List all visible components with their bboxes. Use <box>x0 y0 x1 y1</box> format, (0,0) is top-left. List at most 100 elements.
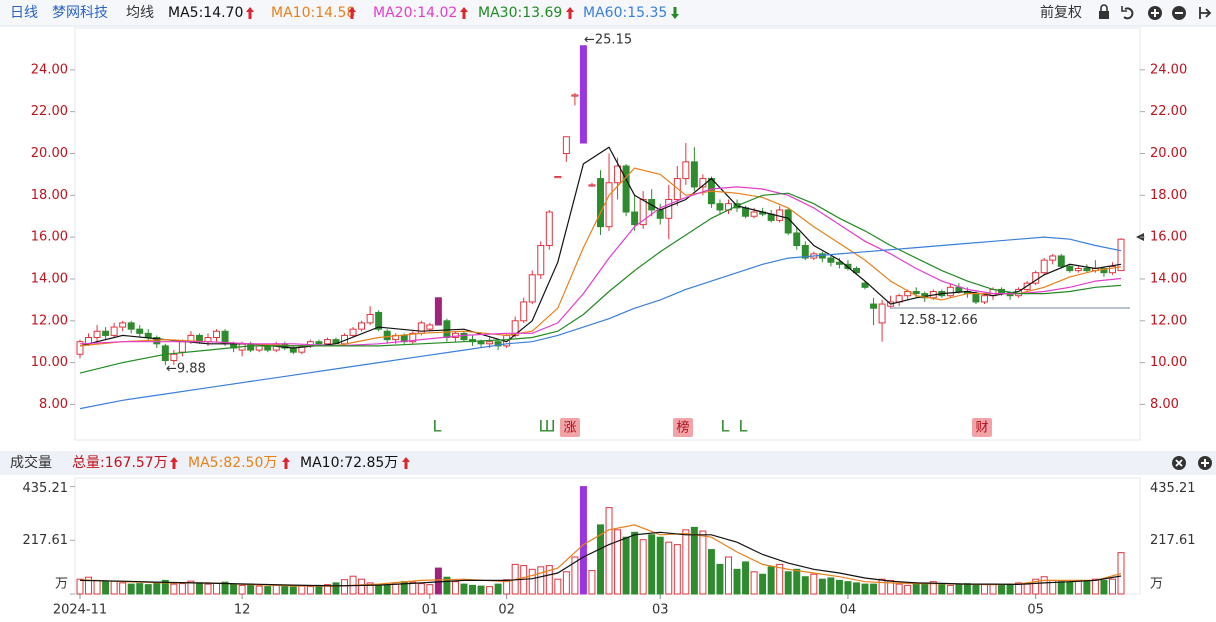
volume-bar <box>895 583 903 595</box>
ma-line <box>79 531 1122 587</box>
x-tick-label: 12 <box>234 603 251 618</box>
volume-bar <box>844 581 852 595</box>
ma10-value: MA10:14.58 <box>271 5 355 21</box>
x-tick-label: 04 <box>840 603 857 618</box>
down-arrow <box>671 7 679 19</box>
ma-line <box>79 186 1122 347</box>
x-tick-label: 05 <box>1027 603 1044 618</box>
volume-bar <box>810 573 818 595</box>
stock-name: 梦网科技 <box>52 5 108 21</box>
volume-bar <box>443 576 451 595</box>
candle-body <box>383 330 391 341</box>
volume-bar <box>597 524 604 595</box>
volume-bar <box>1108 578 1116 595</box>
marker[interactable]: Ш <box>538 417 555 436</box>
low-annotation: ←9.88 <box>166 362 206 377</box>
adjust-mode[interactable]: 前复权 <box>1040 4 1082 21</box>
candle-body <box>537 245 545 276</box>
volume-bar <box>255 585 263 595</box>
candle-body <box>247 343 255 351</box>
support-band <box>890 306 1130 309</box>
marker[interactable]: L <box>721 417 730 436</box>
event-markers[interactable]: L Ш 涨 榜 L L 财 <box>433 417 992 438</box>
volume-bar <box>195 582 203 595</box>
candle-body <box>434 297 442 326</box>
volume-bar <box>469 584 476 595</box>
candle-body <box>605 182 613 228</box>
volume-bar <box>247 583 255 595</box>
volume-bar <box>912 582 920 595</box>
y-tick-label-right: 16.00 <box>1150 230 1187 245</box>
candle-body <box>494 341 502 347</box>
volume-bar <box>383 584 391 595</box>
volume-bar <box>998 584 1006 595</box>
candle-body <box>742 207 750 217</box>
volume-title: 成交量 <box>10 454 52 471</box>
toolbar-icons[interactable] <box>1099 4 1212 20</box>
candle-body <box>562 136 570 154</box>
volume-bar <box>1015 582 1023 595</box>
y-tick-label: 18.00 <box>31 188 68 203</box>
volume-ma10: MA10:72.85万 <box>300 455 398 471</box>
volume-bar <box>605 507 613 595</box>
volume-bar <box>392 583 400 595</box>
y-tick-label: 14.00 <box>31 271 68 286</box>
volume-bar <box>682 529 690 595</box>
candle-body <box>870 303 878 309</box>
candle-body <box>178 341 186 353</box>
candle-body <box>622 165 630 213</box>
x-tick-label: 01 <box>422 603 439 618</box>
volume-bar <box>1032 578 1040 595</box>
ma-label[interactable]: 均线 <box>126 5 154 21</box>
volume-bar <box>264 586 272 595</box>
volume-bar <box>451 581 459 595</box>
volume-bar <box>545 565 553 595</box>
volume-bar <box>144 584 152 595</box>
ma-line <box>79 236 1122 410</box>
candle-body <box>460 332 468 341</box>
volume-bar <box>375 584 383 595</box>
candle-body <box>375 311 383 330</box>
candle-body <box>631 211 639 226</box>
candle-body <box>93 330 101 339</box>
candle-body <box>571 94 579 97</box>
volume-bar <box>725 556 732 595</box>
high-annotation: ←25.15 <box>584 33 632 48</box>
candle-body <box>784 209 792 234</box>
y-tick-label: 20.00 <box>31 146 68 161</box>
candle-body <box>682 161 690 180</box>
marker[interactable]: L <box>433 417 442 436</box>
volume-bar <box>136 583 144 595</box>
volume-bar <box>315 584 323 595</box>
volume-bar <box>1006 583 1014 595</box>
volume-icons[interactable] <box>1172 456 1212 470</box>
candle-body <box>477 341 485 345</box>
volume-bar <box>366 582 374 595</box>
volume-bar <box>76 578 84 595</box>
candle-body <box>614 165 622 184</box>
candle-body <box>980 295 988 303</box>
candle-body <box>579 45 587 144</box>
volume-bar <box>707 549 715 595</box>
candle-body <box>946 286 954 297</box>
candle-body <box>1117 238 1125 272</box>
volume-bar <box>213 582 221 595</box>
y2-tick-label: 217.61 <box>23 533 69 548</box>
candle-body <box>912 291 920 295</box>
candle-body <box>639 198 647 226</box>
marker[interactable]: 财 <box>975 421 988 436</box>
candle-body <box>366 314 374 324</box>
marker[interactable]: 榜 <box>676 420 689 436</box>
y2-tick-label-right: 217.61 <box>1150 533 1196 548</box>
volume-bar <box>835 579 843 595</box>
candle-body <box>528 274 536 303</box>
period[interactable]: 日线 <box>10 5 38 21</box>
volume-bar <box>963 583 971 595</box>
volume-bar <box>332 582 340 595</box>
volume-bar <box>673 544 681 595</box>
marker[interactable]: 涨 <box>563 421 576 436</box>
volume-bar <box>861 583 869 595</box>
marker[interactable]: L <box>739 417 748 436</box>
volume-bar <box>554 578 562 595</box>
candle-body <box>255 345 263 351</box>
